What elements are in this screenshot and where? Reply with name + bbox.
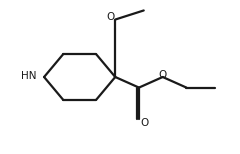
Text: HN: HN	[21, 71, 36, 81]
Text: O: O	[106, 12, 115, 22]
Text: O: O	[141, 118, 149, 128]
Text: O: O	[159, 70, 167, 80]
